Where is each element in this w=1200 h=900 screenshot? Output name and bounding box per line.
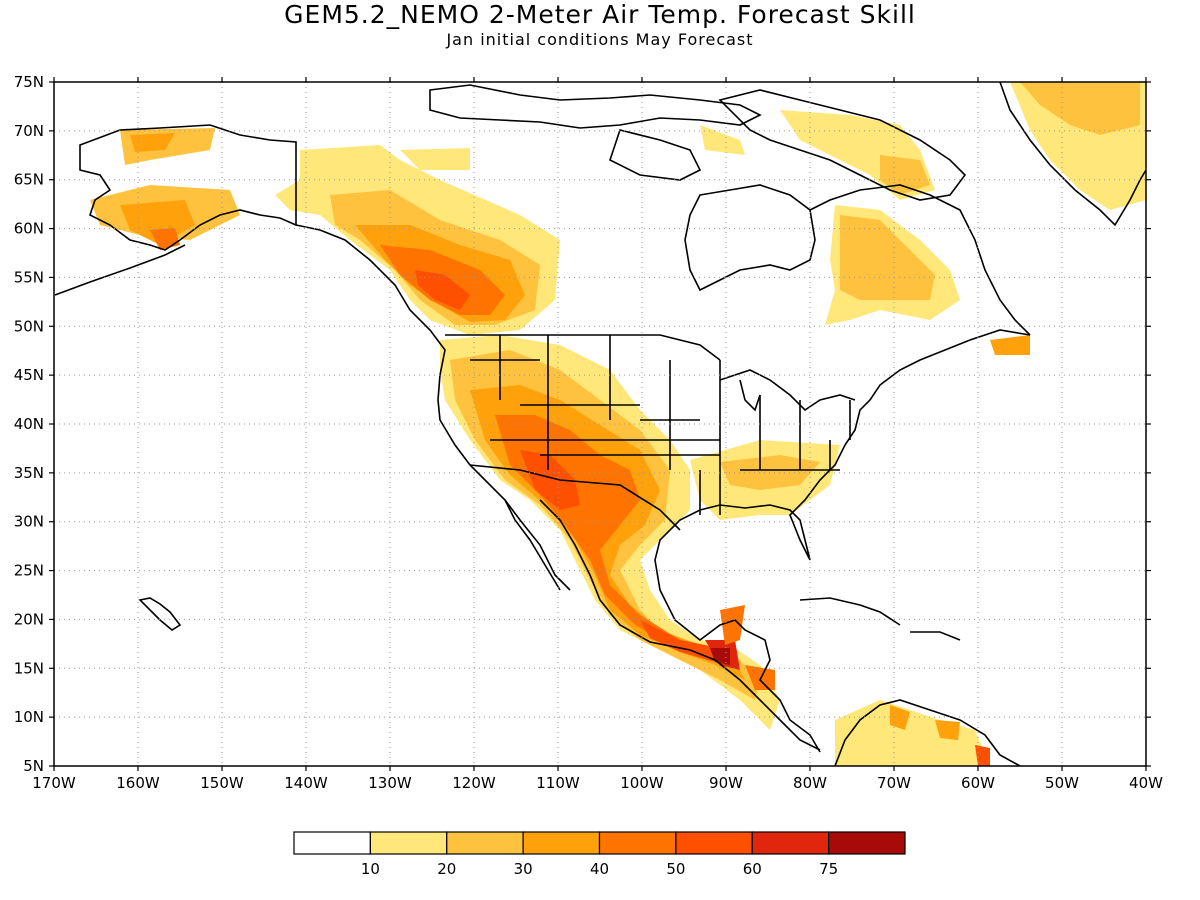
colorbar-label: 20 — [437, 860, 456, 878]
map-title: GEM5.2_NEMO 2-Meter Air Temp. Forecast S… — [284, 0, 916, 29]
lat-label: 40N — [14, 415, 44, 433]
colorbar-swatch — [598, 831, 677, 855]
colorbar-label: 40 — [590, 860, 609, 878]
colorbar-swatch — [522, 831, 601, 855]
lat-label: 50N — [14, 317, 44, 335]
colorbar-label: 30 — [514, 860, 533, 878]
lat-label: 65N — [14, 171, 44, 189]
coastlines — [54, 82, 1146, 766]
lon-label: 140W — [284, 774, 328, 792]
lat-label: 55N — [14, 268, 44, 286]
lon-label: 90W — [709, 774, 743, 792]
map-subtitle: Jan initial conditions May Forecast — [446, 30, 754, 49]
lat-label: 25N — [14, 562, 44, 580]
lon-label: 110W — [536, 774, 580, 792]
colorbar-swatch — [369, 831, 448, 855]
skill-field — [90, 82, 1146, 766]
lat-label: 70N — [14, 122, 44, 140]
colorbar-label: 60 — [743, 860, 762, 878]
lon-label: 60W — [961, 774, 995, 792]
axis-ticks — [49, 77, 1151, 771]
lat-label: 5N — [23, 757, 44, 775]
lat-label: 45N — [14, 366, 44, 384]
latitude-labels: 75N 70N 65N 60N 55N 50N 45N 40N 35N 30N 25N 20N 15N 1… — [14, 73, 44, 775]
lon-label: 120W — [452, 774, 496, 792]
lat-label: 75N — [14, 73, 44, 91]
colorbar-swatch — [446, 831, 524, 855]
lon-label: 70W — [877, 774, 911, 792]
graticule — [54, 82, 1146, 766]
colorbar-swatch — [751, 831, 830, 855]
colorbar-swatch — [675, 831, 753, 855]
lat-label: 15N — [14, 659, 44, 677]
longitude-labels: 170W 160W 150W 140W 130W 120W 110W 100W 90W 80W 70… — [32, 774, 1163, 792]
colorbar-label: 75 — [819, 860, 838, 878]
lon-label: 40W — [1129, 774, 1163, 792]
lat-label: 35N — [14, 464, 44, 482]
lon-label: 160W — [116, 774, 160, 792]
lat-label: 60N — [14, 220, 44, 238]
colorbar-swatch — [293, 831, 371, 855]
lon-label: 50W — [1045, 774, 1079, 792]
lon-label: 130W — [368, 774, 412, 792]
lon-label: 80W — [793, 774, 827, 792]
colorbar: 10 20 30 40 50 60 75 — [293, 831, 906, 878]
lon-label: 100W — [620, 774, 664, 792]
lat-label: 30N — [14, 513, 44, 531]
colorbar-label: 50 — [666, 860, 685, 878]
colorbar-swatch — [828, 831, 906, 855]
lat-label: 20N — [14, 610, 44, 628]
lon-label: 150W — [200, 774, 244, 792]
lat-label: 10N — [14, 708, 44, 726]
lon-label: 170W — [32, 774, 76, 792]
colorbar-label: 10 — [361, 860, 380, 878]
